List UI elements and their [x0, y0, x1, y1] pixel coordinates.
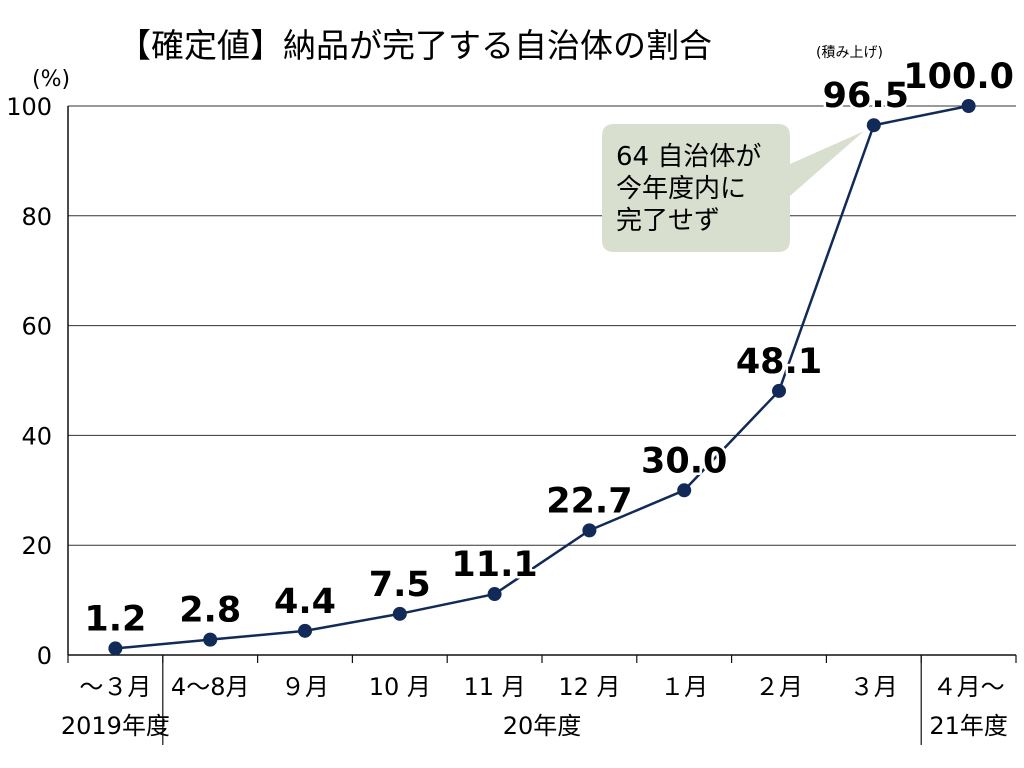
x-tick-label: 4～8月: [171, 673, 250, 701]
data-point: [961, 99, 976, 113]
y-tick-label: 80: [21, 203, 52, 231]
annotation-line-3: 完了せず: [616, 206, 720, 236]
data-label: 1.2: [84, 599, 146, 639]
y-tick-label: 100: [6, 93, 52, 121]
x-tick-label: ９月: [281, 673, 329, 701]
data-point: [298, 623, 312, 638]
series-line: [115, 104, 969, 650]
x-tick-label: ～３月: [79, 673, 151, 701]
y-tick-label: 20: [21, 532, 52, 560]
chart-title: 【確定値】納品が完了する自治体の割合: [118, 26, 712, 65]
annotation-bubble: [602, 124, 864, 252]
y-tick-label: 60: [21, 313, 52, 341]
y-tick-label: 40: [21, 422, 52, 450]
data-label: 22.7: [546, 481, 632, 521]
x-tick-label: ２月: [755, 673, 803, 701]
series-layer: [108, 99, 976, 656]
data-point: [582, 523, 597, 538]
fiscal-year-label: 20年度: [503, 712, 582, 740]
x-tick-label: 10 月: [369, 673, 431, 701]
y-tick-labels: 0 20 40 60 80 100: [6, 93, 52, 670]
gridlines: [68, 105, 1016, 546]
chart-subtitle: (積み上げ): [816, 45, 883, 61]
y-axis-unit: (%): [32, 67, 70, 92]
annotation-line-2: 今年度内に: [616, 174, 746, 204]
fiscal-year-labels: 2019年度 20年度 21年度: [61, 712, 1008, 740]
data-point: [203, 632, 218, 647]
data-point: [772, 383, 786, 398]
data-point: [487, 587, 502, 602]
fiscal-year-label: 21年度: [929, 712, 1008, 740]
data-label: 7.5: [369, 565, 431, 605]
annotation-line-1: 64 自治体が: [616, 142, 761, 172]
data-point: [108, 641, 123, 656]
data-point: [392, 606, 407, 621]
fiscal-year-label: 2019年度: [61, 712, 170, 740]
data-point: [677, 483, 692, 498]
y-tick-label: 0: [37, 642, 52, 670]
data-label: 30.0: [641, 441, 727, 481]
data-label: 2.8: [179, 591, 241, 631]
annotation-callout: 64 自治体が 今年度内に 完了せず: [602, 124, 864, 252]
data-label: 100.0: [903, 57, 1014, 97]
x-tick-label: 12 月: [558, 673, 620, 701]
x-tick-label: 11 月: [464, 673, 526, 701]
x-axis: [67, 106, 1017, 745]
x-tick-labels: ～３月 4～8月 ９月 10 月 11 月 12 月 １月 ２月 ３月 ４月～: [79, 673, 1004, 701]
x-tick-label: ４月～: [933, 673, 1005, 701]
x-tick-label: ３月: [850, 673, 898, 701]
data-label: 48.1: [736, 342, 822, 382]
data-label: 11.1: [451, 545, 537, 585]
x-tick-label: １月: [660, 673, 708, 701]
data-label: 96.5: [823, 76, 909, 116]
data-point: [866, 118, 881, 133]
data-label: 4.4: [274, 582, 336, 622]
